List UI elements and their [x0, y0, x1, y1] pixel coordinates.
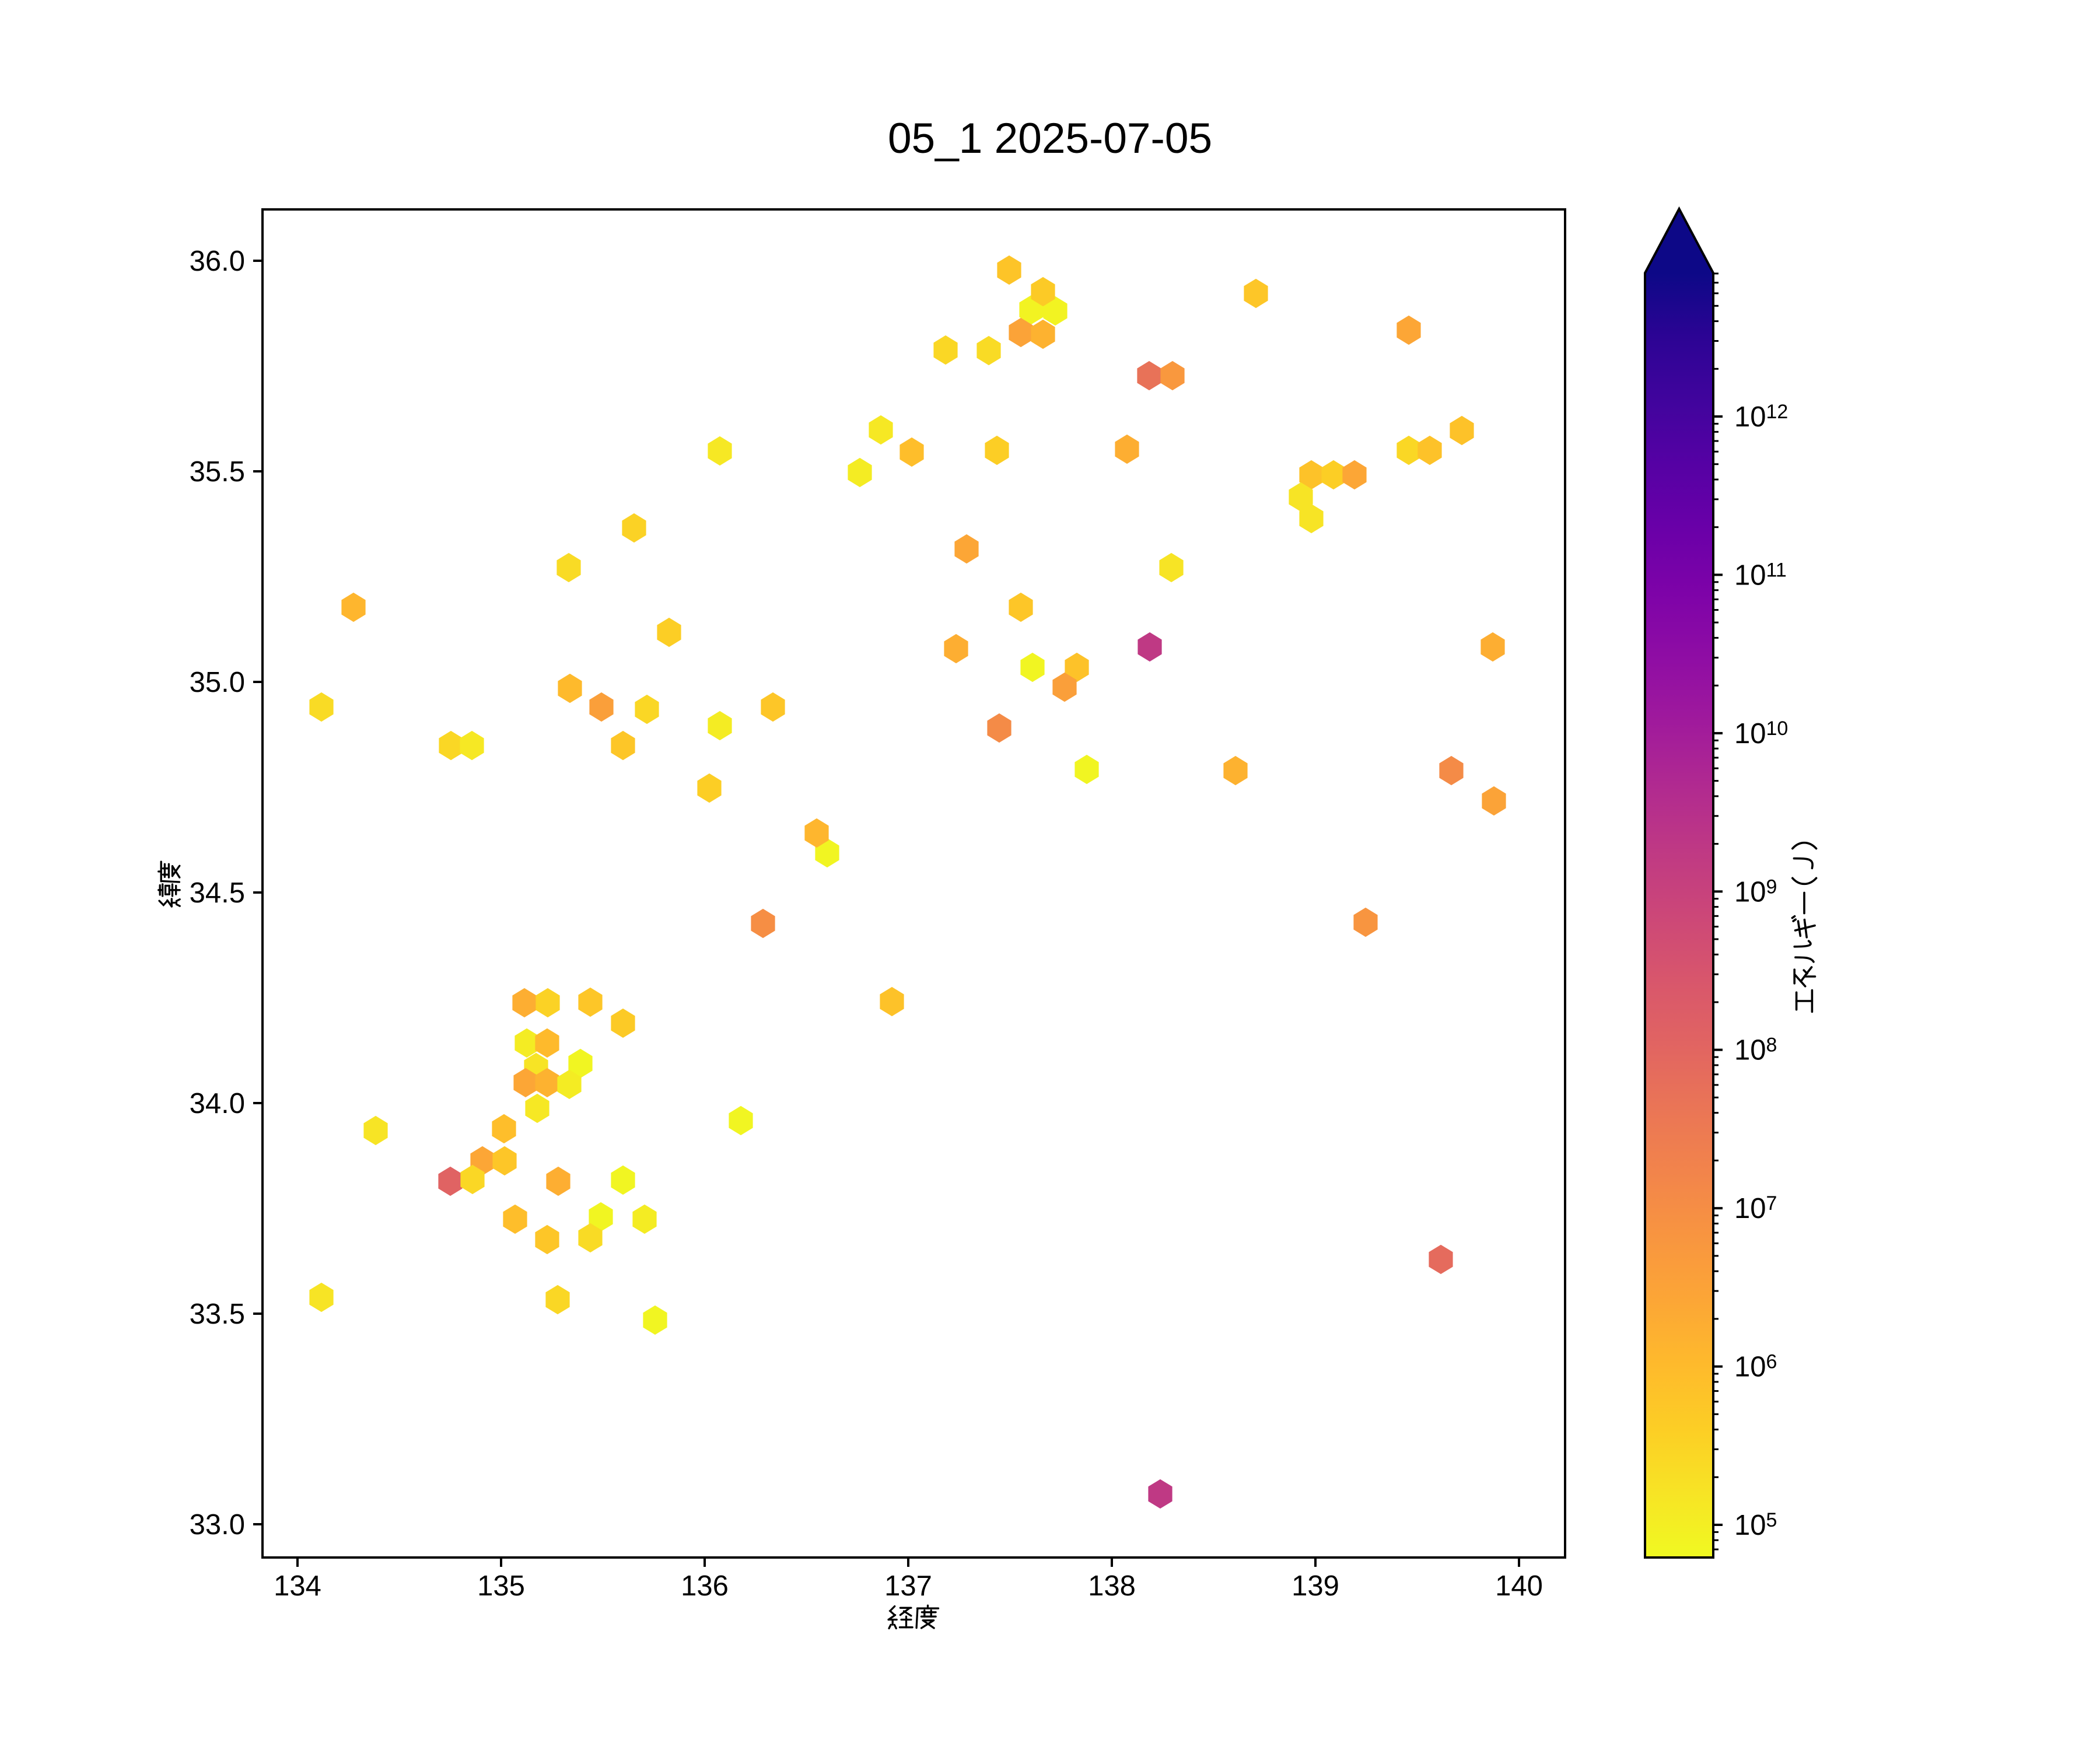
svg-text:135: 135	[477, 1570, 525, 1602]
svg-text:34.5: 34.5	[190, 877, 245, 909]
svg-text:35.0: 35.0	[190, 667, 245, 698]
svg-text:137: 137	[884, 1570, 932, 1602]
svg-text:35.5: 35.5	[190, 456, 245, 488]
svg-text:36.0: 36.0	[190, 246, 245, 277]
svg-text:140: 140	[1495, 1570, 1543, 1602]
svg-text:134: 134	[274, 1570, 321, 1602]
svg-text:136: 136	[681, 1570, 729, 1602]
svg-text:33.0: 33.0	[190, 1509, 245, 1541]
svg-text:1012: 1012	[1734, 401, 1788, 433]
svg-text:139: 139	[1292, 1570, 1339, 1602]
svg-text:33.5: 33.5	[190, 1298, 245, 1330]
svg-text:34.0: 34.0	[190, 1088, 245, 1119]
svg-text:05_1 2025-07-05: 05_1 2025-07-05	[888, 115, 1212, 162]
svg-text:138: 138	[1088, 1570, 1136, 1602]
